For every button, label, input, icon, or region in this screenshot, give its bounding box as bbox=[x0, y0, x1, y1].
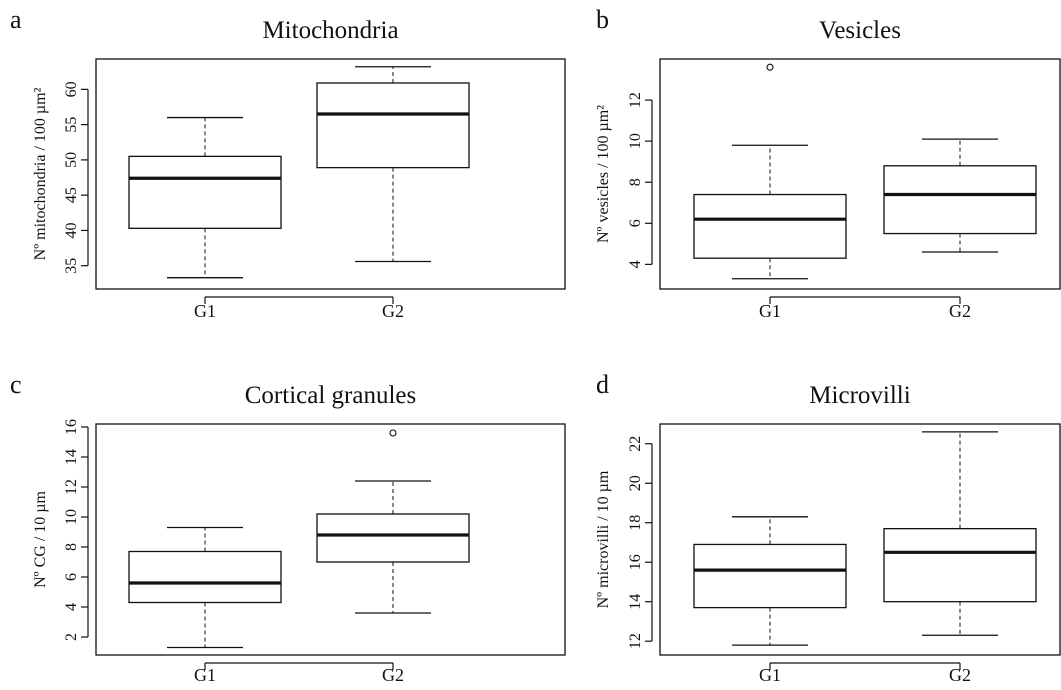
plot-frame bbox=[659, 58, 1061, 290]
panel-letter: d bbox=[596, 370, 609, 399]
plot-frame bbox=[95, 58, 566, 290]
panel-title: Microvilli bbox=[809, 382, 910, 409]
panel-letter: c bbox=[10, 370, 22, 399]
y-tick-label: 10 bbox=[63, 509, 80, 525]
panel-d: d Microvilli 12 14 16 18 20 22 Nº microvilli / 1… bbox=[595, 370, 1061, 685]
y-tick-label: 8 bbox=[627, 178, 644, 186]
x-category-label: G2 bbox=[382, 301, 404, 321]
y-axis-label: Nº vesicles / 100 µm² bbox=[595, 105, 612, 243]
panel-b: b Vesicles 4 6 8 10 12 Nº vesicles / 100 µm² G1 G… bbox=[595, 5, 1061, 321]
y-axis-label: Nº mitochondria / 100 µm² bbox=[32, 87, 49, 260]
x-category-label: G1 bbox=[194, 301, 216, 321]
x-category-label: G1 bbox=[759, 301, 781, 321]
panel-a: a Mitochondria 35 40 45 50 55 60 Nº mitochondria… bbox=[10, 5, 566, 321]
box-g1 bbox=[693, 63, 847, 280]
x-category-label: G2 bbox=[949, 301, 971, 321]
y-tick-label: 2 bbox=[63, 633, 80, 641]
y-tick-label: 60 bbox=[63, 81, 80, 97]
box-g1 bbox=[128, 116, 282, 279]
panel-letter: b bbox=[596, 5, 609, 34]
box-iqr bbox=[693, 193, 847, 259]
y-tick-label: 8 bbox=[63, 543, 80, 551]
y-tick-label: 18 bbox=[627, 515, 644, 531]
y-tick-label: 12 bbox=[627, 92, 644, 108]
box-g2 bbox=[883, 138, 1037, 253]
y-tick-label: 4 bbox=[63, 603, 80, 611]
panel-title: Cortical granules bbox=[245, 382, 416, 409]
box-iqr bbox=[883, 527, 1037, 603]
y-tick-label: 22 bbox=[627, 436, 644, 452]
y-axis-label: Nº microvilli / 10 µm bbox=[595, 470, 612, 608]
box-iqr bbox=[693, 543, 847, 609]
y-tick-label: 35 bbox=[63, 258, 80, 274]
box-g2 bbox=[316, 429, 470, 614]
outlier-point bbox=[766, 63, 774, 71]
box-iqr bbox=[128, 550, 282, 604]
box-g1 bbox=[128, 526, 282, 649]
y-tick-label: 50 bbox=[63, 152, 80, 168]
y-tick-label: 14 bbox=[63, 449, 80, 465]
y-tick-label: 12 bbox=[627, 633, 644, 649]
y-tick-label: 10 bbox=[627, 133, 644, 149]
y-tick-label: 4 bbox=[627, 260, 644, 268]
outlier-point bbox=[389, 429, 397, 437]
panel-title: Mitochondria bbox=[262, 17, 398, 44]
box-g1 bbox=[693, 516, 847, 646]
y-tick-label: 6 bbox=[627, 219, 644, 227]
y-tick-label: 45 bbox=[63, 187, 80, 203]
box-iqr bbox=[316, 513, 470, 563]
y-tick-label: 6 bbox=[63, 573, 80, 581]
y-tick-label: 20 bbox=[627, 475, 644, 491]
x-category-label: G2 bbox=[949, 665, 971, 685]
box-iqr bbox=[316, 82, 470, 169]
panel-c: c Cortical granules 2 4 6 8 10 12 14 16 Nº CG / 10… bbox=[10, 370, 566, 685]
y-tick-label: 55 bbox=[63, 117, 80, 133]
box-iqr bbox=[128, 155, 282, 229]
plot-frame bbox=[659, 423, 1061, 656]
y-axis-label: Nº CG / 10 µm bbox=[32, 491, 49, 588]
y-tick-label: 16 bbox=[63, 419, 80, 435]
x-category-label: G1 bbox=[759, 665, 781, 685]
y-tick-label: 40 bbox=[63, 222, 80, 238]
y-tick-label: 16 bbox=[627, 554, 644, 570]
box-g2 bbox=[883, 431, 1037, 636]
y-tick-label: 12 bbox=[63, 479, 80, 495]
plot-frame bbox=[95, 423, 566, 656]
panel-title: Vesicles bbox=[819, 17, 901, 44]
panel-letter: a bbox=[10, 5, 22, 34]
y-tick-label: 14 bbox=[627, 594, 644, 610]
x-category-label: G1 bbox=[194, 665, 216, 685]
x-category-label: G2 bbox=[382, 665, 404, 685]
box-g2 bbox=[316, 66, 470, 263]
box-iqr bbox=[883, 165, 1037, 235]
